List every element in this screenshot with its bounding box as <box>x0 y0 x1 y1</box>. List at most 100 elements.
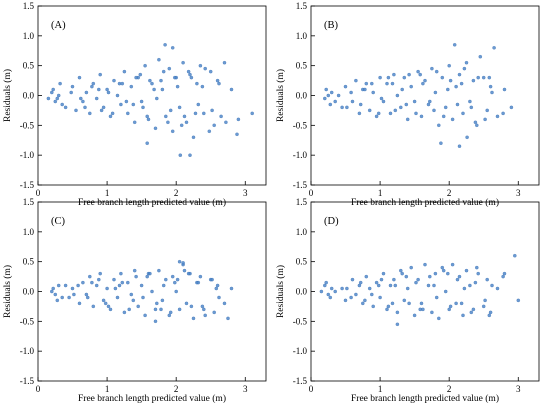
data-point <box>170 46 175 50</box>
data-point <box>60 102 64 107</box>
data-point <box>487 75 492 80</box>
data-point <box>51 87 55 92</box>
data-point <box>455 102 460 107</box>
data-point <box>58 81 62 86</box>
data-point <box>364 81 369 86</box>
data-point <box>53 292 58 297</box>
data-point <box>72 292 76 297</box>
data-point <box>428 274 432 279</box>
data-point <box>217 81 221 86</box>
y-tick-label: 1.5 <box>296 1 308 11</box>
data-point <box>195 81 199 86</box>
data-point <box>412 99 417 104</box>
data-point <box>175 84 180 89</box>
data-point <box>90 84 94 89</box>
data-point <box>101 298 106 303</box>
data-point <box>419 114 424 119</box>
data-point <box>475 123 479 128</box>
data-point <box>481 304 486 309</box>
data-point <box>376 111 381 116</box>
data-point <box>483 117 487 122</box>
data-point <box>490 90 494 95</box>
data-point <box>99 108 104 113</box>
data-point <box>94 283 99 288</box>
y-tick-label: -1.0 <box>293 346 308 356</box>
data-point <box>450 262 455 267</box>
data-point <box>361 301 365 306</box>
data-point <box>432 283 436 288</box>
data-point <box>421 81 425 86</box>
panel-label: (B) <box>324 20 339 31</box>
data-point <box>381 271 386 276</box>
data-point <box>457 72 462 77</box>
data-point <box>501 111 505 116</box>
data-point <box>457 144 462 148</box>
data-point <box>207 129 212 134</box>
data-point <box>329 90 334 95</box>
data-point <box>70 286 75 291</box>
y-axis-title: Residuals (m) <box>275 265 286 318</box>
data-point <box>399 105 403 110</box>
data-point <box>333 99 337 104</box>
data-point <box>476 271 480 276</box>
data-point <box>402 75 407 80</box>
data-point <box>404 274 409 279</box>
data-point <box>446 87 450 92</box>
data-point <box>454 301 458 306</box>
data-point <box>455 277 460 282</box>
data-point <box>177 105 182 110</box>
data-point <box>441 268 446 273</box>
data-point <box>328 295 333 300</box>
data-point <box>358 280 363 285</box>
y-tick-label: -0.5 <box>20 120 35 130</box>
y-tick-label: 1.0 <box>296 31 308 41</box>
data-point <box>208 69 213 74</box>
data-point <box>196 280 201 285</box>
data-point <box>490 283 494 288</box>
data-point <box>136 304 140 309</box>
data-point <box>115 93 120 98</box>
data-point <box>120 81 125 86</box>
data-point <box>326 292 331 297</box>
data-point <box>186 69 191 74</box>
data-point <box>131 298 136 303</box>
data-point <box>224 120 228 125</box>
data-point <box>414 111 418 116</box>
data-point <box>83 105 87 110</box>
data-point <box>226 316 230 321</box>
data-point <box>349 295 353 300</box>
data-point <box>448 78 453 83</box>
data-point <box>91 81 96 86</box>
data-point <box>159 78 163 83</box>
data-point <box>153 319 158 324</box>
data-point <box>447 307 451 312</box>
data-point <box>428 99 432 104</box>
data-point <box>357 111 362 116</box>
data-point <box>148 271 152 276</box>
data-point <box>67 295 71 300</box>
data-point <box>191 316 196 321</box>
data-point <box>181 60 185 65</box>
data-point <box>51 286 55 291</box>
x-tick-label: 3 <box>516 188 521 198</box>
data-point <box>115 295 120 300</box>
data-point <box>90 280 94 285</box>
data-point <box>336 93 341 98</box>
data-point <box>485 277 489 282</box>
data-point <box>157 268 161 273</box>
data-point <box>97 277 101 282</box>
data-point <box>184 301 189 306</box>
data-point <box>203 66 207 71</box>
data-point <box>364 274 369 279</box>
data-point <box>468 283 472 288</box>
data-point <box>186 271 191 276</box>
x-tick-label: 2 <box>447 188 452 198</box>
data-point <box>122 310 127 315</box>
data-point <box>358 102 363 107</box>
data-point <box>150 289 154 294</box>
y-tick-label: -1.5 <box>20 376 35 386</box>
data-point <box>153 126 158 131</box>
data-point <box>367 108 372 113</box>
